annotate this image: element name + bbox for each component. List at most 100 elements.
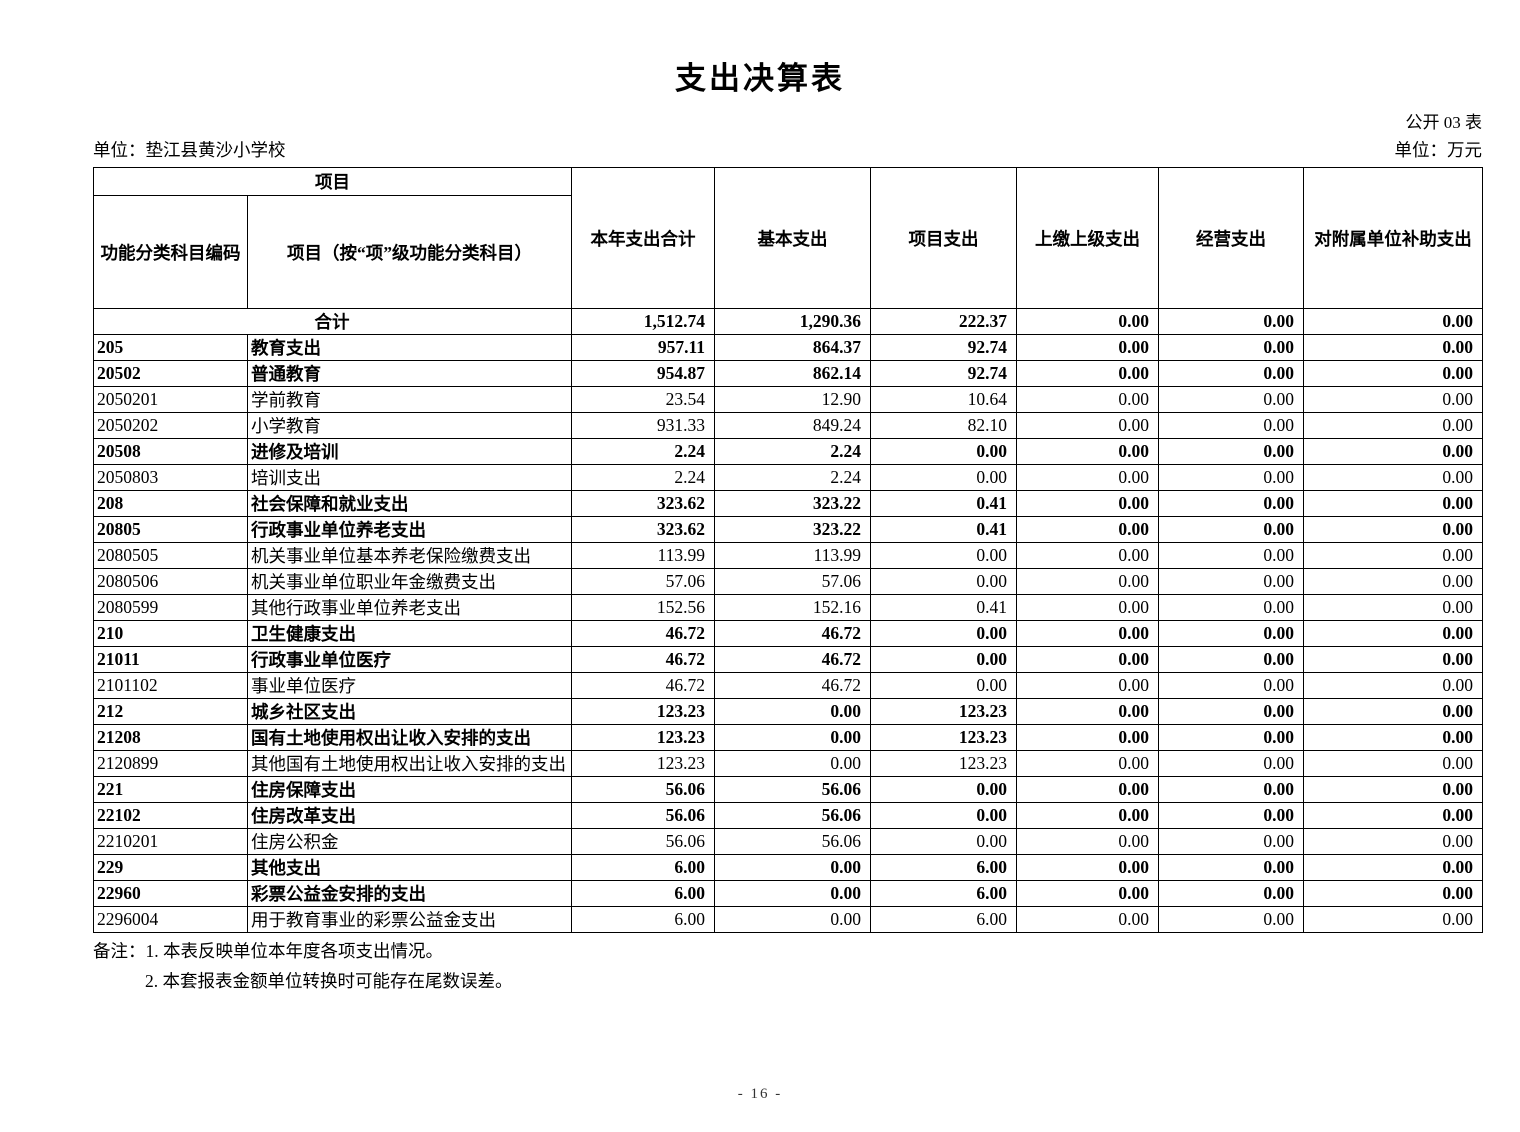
row-value-cell: 0.00 [1016, 698, 1159, 725]
row-value-cell: 0.00 [1303, 906, 1483, 933]
table-row: 2210201 住房公积金 56.06 56.06 0.00 0.00 0.00 0.00 [93, 828, 1483, 855]
row-function-code: 221 [93, 776, 248, 803]
header-upturned-expenditure: 上缴上级支出 [1016, 167, 1159, 309]
row-value-cell: 323.62 [571, 516, 715, 543]
row-value-cell: 0.00 [1303, 464, 1483, 491]
row-function-code: 212 [93, 698, 248, 725]
header-row-group: 项目 本年支出合计 基本支出 项目支出 上缴上级支出 经营支出 对附属单位补助支… [93, 167, 1483, 309]
row-value-cell: 954.87 [571, 360, 715, 387]
row-value-cell: 0.00 [1016, 620, 1159, 647]
row-value-cell: 0.00 [1016, 828, 1159, 855]
row-value-cell: 0.00 [714, 724, 871, 751]
row-value-cell: 0.00 [1303, 854, 1483, 881]
row-value-cell: 0.41 [870, 594, 1017, 621]
table-row: 20805 行政事业单位养老支出 323.62 323.22 0.41 0.00 0.00 0… [93, 516, 1483, 543]
row-value-cell: 0.41 [870, 516, 1017, 543]
row-value-cell: 957.11 [571, 334, 715, 361]
row-function-code: 20502 [93, 360, 248, 387]
row-item-name: 行政事业单位医疗 [247, 646, 572, 673]
row-value-cell: 56.06 [714, 802, 871, 829]
header-subsidy-expenditure: 对附属单位补助支出 [1303, 167, 1483, 309]
row-value-cell: 0.00 [1303, 308, 1483, 335]
row-value-cell: 0.00 [1016, 646, 1159, 673]
note-line-1: 备注：1. 本表反映单位本年度各项支出情况。 [93, 941, 443, 961]
table-body: 合计 1,512.74 1,290.36 222.37 0.00 0.00 0.00 205 教… [93, 308, 1483, 933]
row-value-cell: 864.37 [714, 334, 871, 361]
row-value-cell: 0.00 [870, 464, 1017, 491]
row-value-cell: 0.00 [1016, 802, 1159, 829]
row-value-cell: 0.00 [714, 906, 871, 933]
row-value-cell: 123.23 [870, 698, 1017, 725]
header-function-code: 功能分类科目编码 [93, 195, 248, 309]
row-function-code: 20805 [93, 516, 248, 543]
row-value-cell: 23.54 [571, 386, 715, 413]
row-value-cell: 0.00 [1016, 464, 1159, 491]
row-value-cell: 0.00 [1303, 412, 1483, 439]
header-basic-expenditure: 基本支出 [714, 167, 871, 309]
row-value-cell: 0.00 [1016, 750, 1159, 777]
header-project-group: 项目 [93, 167, 572, 196]
row-value-cell: 92.74 [870, 334, 1017, 361]
row-value-cell: 1,512.74 [571, 308, 715, 335]
row-value-cell: 0.00 [1016, 360, 1159, 387]
row-value-cell: 6.00 [571, 854, 715, 881]
row-value-cell: 0.00 [1303, 620, 1483, 647]
row-value-cell: 6.00 [870, 854, 1017, 881]
row-value-cell: 0.00 [1016, 880, 1159, 907]
table-row: 2050803 培训支出 2.24 2.24 0.00 0.00 0.00 0.00 [93, 464, 1483, 491]
row-function-code: 20508 [93, 438, 248, 465]
row-value-cell: 2.24 [571, 464, 715, 491]
row-value-cell: 123.23 [571, 724, 715, 751]
row-function-code: 205 [93, 334, 248, 361]
row-value-cell: 56.06 [571, 828, 715, 855]
row-function-code: 2210201 [93, 828, 248, 855]
row-function-code: 2296004 [93, 906, 248, 933]
row-value-cell: 0.00 [1158, 828, 1304, 855]
header-total-expenditure: 本年支出合计 [571, 167, 715, 309]
row-item-name: 用于教育事业的彩票公益金支出 [247, 906, 572, 933]
row-value-cell: 222.37 [870, 308, 1017, 335]
table-row: 210 卫生健康支出 46.72 46.72 0.00 0.00 0.00 0.00 [93, 620, 1483, 647]
row-value-cell: 123.23 [571, 698, 715, 725]
row-value-cell: 6.00 [571, 906, 715, 933]
unit-name-label: 单位：垫江县黄沙小学校 [93, 140, 286, 160]
row-value-cell: 56.06 [571, 802, 715, 829]
row-function-code: 2101102 [93, 672, 248, 699]
row-value-cell: 0.00 [870, 776, 1017, 803]
row-value-cell: 0.00 [1303, 724, 1483, 751]
row-value-cell: 46.72 [714, 620, 871, 647]
row-value-cell: 46.72 [571, 646, 715, 673]
row-value-cell: 0.00 [1158, 594, 1304, 621]
table-row: 205 教育支出 957.11 864.37 92.74 0.00 0.00 0.00 [93, 334, 1483, 361]
row-value-cell: 46.72 [714, 672, 871, 699]
row-function-code: 2080506 [93, 568, 248, 595]
row-value-cell: 10.64 [870, 386, 1017, 413]
row-value-cell: 323.22 [714, 516, 871, 543]
row-value-cell: 0.00 [1016, 438, 1159, 465]
row-value-cell: 0.00 [1303, 360, 1483, 387]
row-value-cell: 123.23 [870, 724, 1017, 751]
row-function-code: 2050201 [93, 386, 248, 413]
row-value-cell: 0.00 [1303, 880, 1483, 907]
row-value-cell: 0.00 [1016, 412, 1159, 439]
row-value-cell: 0.00 [1158, 542, 1304, 569]
row-item-name: 机关事业单位基本养老保险缴费支出 [247, 542, 572, 569]
row-value-cell: 0.00 [714, 880, 871, 907]
row-value-cell: 0.00 [870, 802, 1017, 829]
row-function-code: 21208 [93, 724, 248, 751]
row-value-cell: 0.00 [1158, 646, 1304, 673]
expenditure-table: 项目 本年支出合计 基本支出 项目支出 上缴上级支出 经营支出 对附属单位补助支… [93, 167, 1483, 933]
row-value-cell: 0.00 [1158, 438, 1304, 465]
row-value-cell: 0.00 [1158, 854, 1304, 881]
table-row: 20502 普通教育 954.87 862.14 92.74 0.00 0.00 0.00 [93, 360, 1483, 387]
row-item-name: 社会保障和就业支出 [247, 490, 572, 517]
row-value-cell: 0.00 [1303, 594, 1483, 621]
row-value-cell: 2.24 [714, 438, 871, 465]
row-value-cell: 0.00 [1303, 672, 1483, 699]
row-function-code: 22960 [93, 880, 248, 907]
row-function-code: 21011 [93, 646, 248, 673]
row-item-name: 彩票公益金安排的支出 [247, 880, 572, 907]
row-value-cell: 0.00 [1158, 620, 1304, 647]
table-row: 合计 1,512.74 1,290.36 222.37 0.00 0.00 0.00 [93, 308, 1483, 335]
row-value-cell: 0.00 [1303, 776, 1483, 803]
